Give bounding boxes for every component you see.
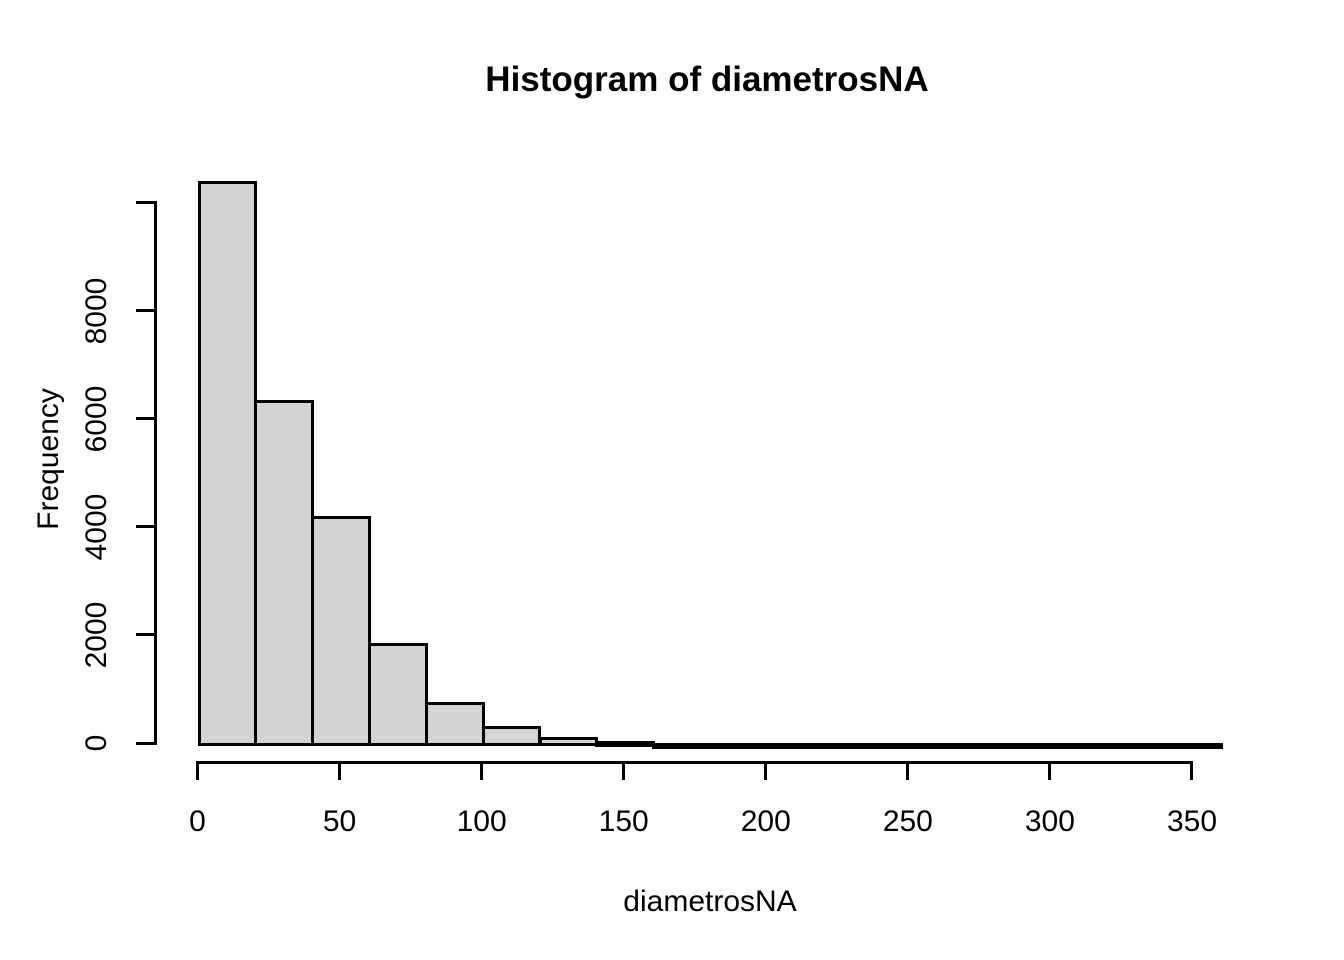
x-tick <box>1048 762 1052 780</box>
x-tick <box>622 762 626 780</box>
x-tick <box>764 762 768 780</box>
histogram-bar <box>1106 743 1167 749</box>
histogram-bar <box>993 743 1053 749</box>
histogram-bar <box>652 743 712 749</box>
histogram-bar <box>368 643 428 746</box>
x-tick <box>338 762 342 780</box>
y-tick-label: 8000 <box>80 277 113 344</box>
x-tick-label: 350 <box>1166 805 1218 838</box>
y-tick <box>135 309 154 313</box>
histogram-bar <box>765 743 826 749</box>
y-tick <box>135 201 154 204</box>
histogram-bar <box>254 400 315 746</box>
histogram-bar <box>311 516 371 746</box>
histogram-bar <box>936 743 997 749</box>
x-tick-label: 50 <box>322 805 357 838</box>
x-tick-label: 250 <box>882 805 933 838</box>
x-tick-label: 0 <box>189 805 206 838</box>
histogram-bar <box>538 737 599 746</box>
x-axis-line <box>196 760 1194 764</box>
y-tick-label: 4000 <box>80 493 113 561</box>
x-tick-label: 300 <box>1024 805 1075 838</box>
histogram-bar <box>424 702 485 746</box>
x-tick <box>196 762 199 780</box>
y-tick-label: 2000 <box>80 601 113 669</box>
y-tick-label: 6000 <box>80 385 113 453</box>
y-axis-title: Frequency <box>32 388 65 530</box>
y-tick <box>135 417 154 421</box>
y-axis-line <box>153 201 157 745</box>
x-tick <box>906 762 910 780</box>
y-tick <box>135 525 154 529</box>
histogram-bar <box>481 726 542 746</box>
histogram-bar <box>1049 743 1110 749</box>
histogram-bar <box>879 743 940 749</box>
histogram-bar <box>1163 743 1224 749</box>
x-tick <box>1190 762 1194 780</box>
histogram-bar <box>822 743 883 749</box>
y-tick <box>135 633 154 637</box>
x-tick-label: 200 <box>740 805 791 838</box>
histogram-bar <box>197 181 258 746</box>
x-tick-label: 150 <box>598 805 649 838</box>
x-tick-label: 100 <box>456 805 507 838</box>
x-axis-title: diametrosNA <box>623 885 797 918</box>
histogram-bar <box>709 743 769 749</box>
chart-title: Histogram of diametrosNA <box>485 60 929 99</box>
y-tick <box>135 741 154 745</box>
histogram-bar <box>595 741 656 747</box>
x-tick <box>480 762 484 780</box>
y-tick-label: 0 <box>80 734 113 752</box>
